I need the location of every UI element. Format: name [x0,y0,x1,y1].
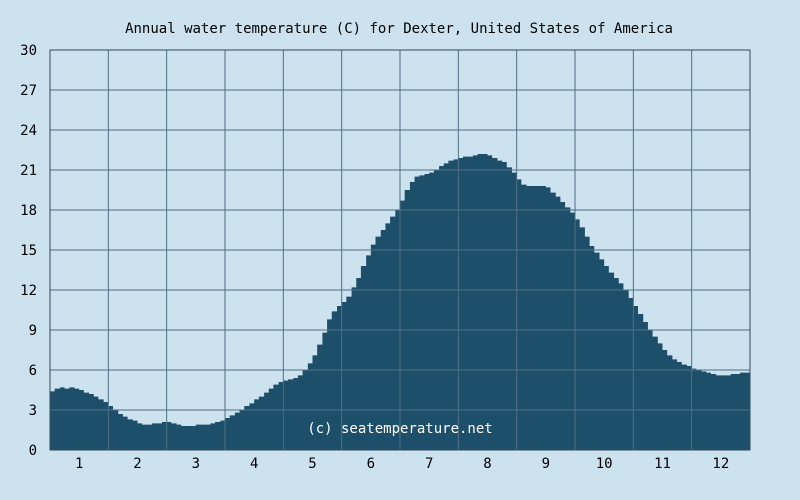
x-tick-label-5: 5 [308,456,316,472]
x-tick-label-7: 7 [425,456,433,472]
x-tick-label-6: 6 [367,456,375,472]
x-tick-label-8: 8 [483,456,491,472]
y-tick-label-30: 30 [20,43,37,59]
plot-border [49,49,751,451]
y-tick-label-24: 24 [20,123,37,139]
x-tick-label-11: 11 [654,456,671,472]
x-tick-label-3: 3 [192,456,200,472]
y-tick-label-21: 21 [20,163,37,179]
y-tick-label-0: 0 [29,443,37,459]
y-tick-label-27: 27 [20,83,37,99]
y-tick-label-6: 6 [29,363,37,379]
x-tick-labels: 1 2 3 4 5 6 7 8 9 10 11 12 [75,456,729,472]
y-tick-label-9: 9 [29,323,37,339]
watermark-label: (c) seatemperature.net [307,421,492,437]
y-tick-labels: 0 3 6 9 12 15 18 21 24 27 30 [20,43,37,459]
y-tick-label-3: 3 [29,403,37,419]
chart-title: Annual water temperature (C) for Dexter,… [125,21,673,37]
x-tick-label-12: 12 [712,456,729,472]
x-tick-label-9: 9 [542,456,550,472]
x-tick-label-1: 1 [75,456,83,472]
y-tick-label-15: 15 [20,243,37,259]
y-tick-label-12: 12 [20,283,37,299]
x-tick-label-2: 2 [133,456,141,472]
x-tick-label-4: 4 [250,456,258,472]
y-tick-label-18: 18 [20,203,37,219]
grid-layer [49,49,751,451]
x-tick-label-10: 10 [596,456,613,472]
